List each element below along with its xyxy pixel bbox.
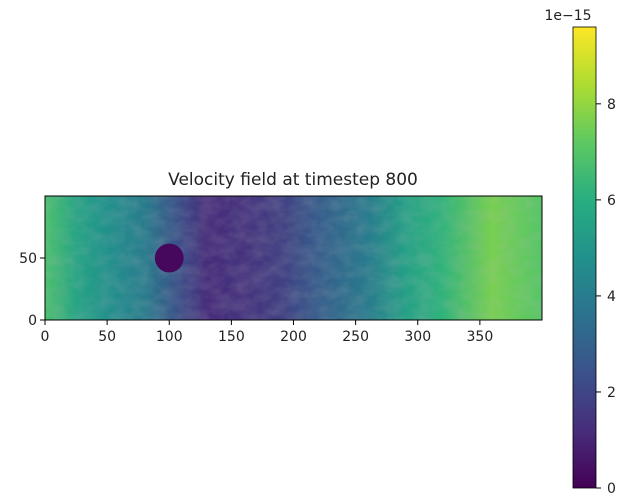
plot-area xyxy=(45,196,542,320)
colorbar-tick-label: 4 xyxy=(607,289,616,305)
colorbar xyxy=(572,26,597,489)
turbulence-texture xyxy=(45,196,542,320)
colorbar-tick-label: 6 xyxy=(607,193,616,209)
x-tick-label: 100 xyxy=(156,329,183,345)
x-tick-label: 200 xyxy=(280,329,307,345)
x-tick-label: 150 xyxy=(218,329,245,345)
y-tick-label: 0 xyxy=(28,313,37,329)
colorbar-multiplier-label: 1e−15 xyxy=(544,8,591,24)
x-axis: 0 50 100 150 200 250 300 350 xyxy=(41,320,494,345)
colorbar-tick-label: 2 xyxy=(607,385,616,401)
x-tick-label: 50 xyxy=(98,329,116,345)
x-tick-label: 300 xyxy=(404,329,431,345)
x-tick-label: 350 xyxy=(467,329,494,345)
y-axis: 0 50 xyxy=(19,251,45,329)
colorbar-tick-label: 8 xyxy=(607,97,616,113)
obstacle-cylinder xyxy=(154,243,184,273)
colorbar-tick-label: 0 xyxy=(607,481,616,497)
x-tick-label: 0 xyxy=(41,329,50,345)
colorbar-axis: 0 2 4 6 8 xyxy=(596,97,616,497)
chart-title: Velocity field at timestep 800 xyxy=(168,170,418,190)
y-tick-label: 50 xyxy=(19,251,37,267)
x-tick-label: 250 xyxy=(342,329,369,345)
